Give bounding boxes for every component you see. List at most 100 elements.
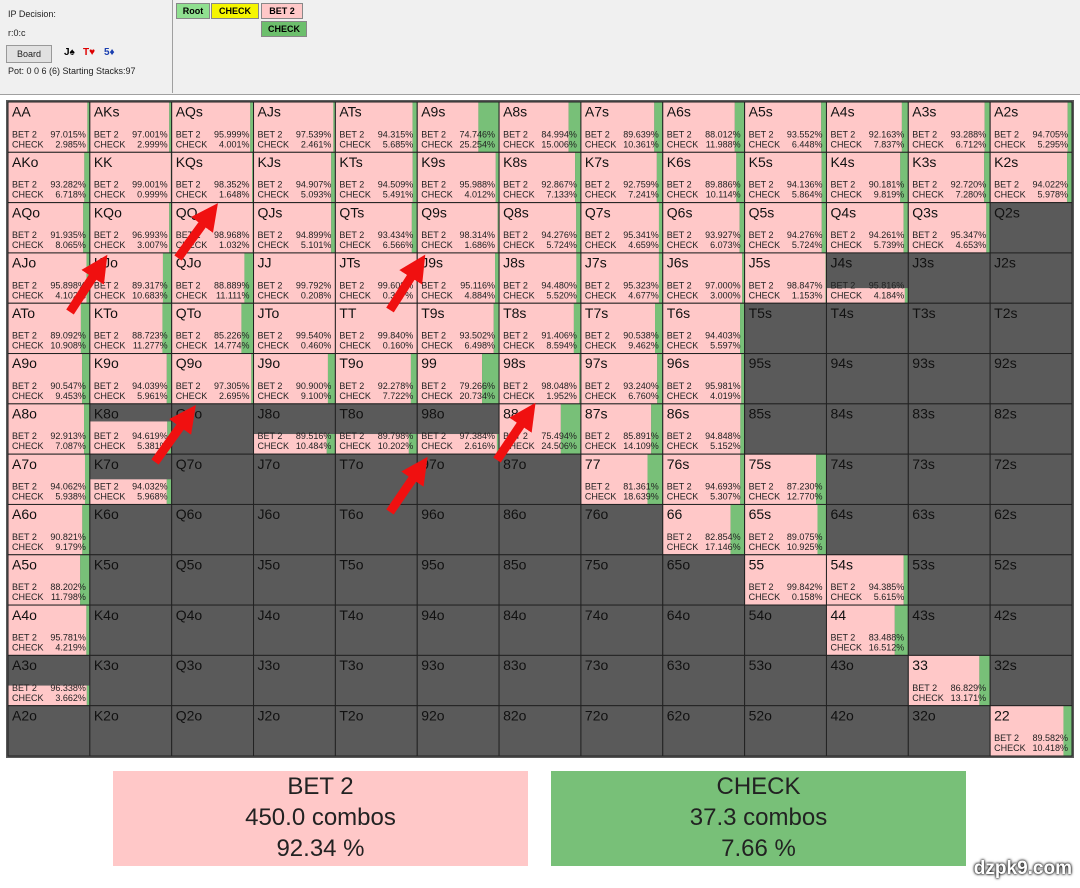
cell-bg: [253, 554, 336, 606]
bet-pct: 93.502%: [460, 331, 496, 341]
check-bar: [576, 202, 581, 253]
hand-label: J2o: [258, 707, 281, 723]
check-label: CHECK: [830, 139, 862, 149]
breadcrumb-button[interactable]: BET 2: [261, 3, 303, 19]
hand-label: 85s: [749, 406, 772, 422]
cell-bg: [826, 655, 909, 706]
bet-label: BET 2: [503, 381, 528, 391]
hand-label: T6o: [339, 506, 363, 522]
check-bar: [166, 353, 172, 404]
bet-bar: [8, 554, 81, 606]
check-pct: 7.837%: [874, 139, 905, 149]
check-pct: 2.985%: [55, 139, 86, 149]
check-bar: [658, 202, 663, 253]
hand-label: 73s: [912, 456, 935, 472]
check-label: CHECK: [94, 492, 126, 502]
bet-bar: [253, 102, 334, 153]
bet-pct: 95.999%: [214, 129, 250, 139]
bet-bar: [499, 353, 580, 404]
hand-label: A8o: [12, 406, 37, 422]
hand-label: 83o: [503, 657, 527, 673]
check-bar: [166, 479, 172, 505]
bet-label: BET 2: [749, 280, 774, 290]
check-pct: 24.506%: [541, 441, 577, 451]
check-pct: 9.462%: [628, 341, 659, 351]
bet-pct: 94.705%: [1032, 129, 1068, 139]
check-label: CHECK: [503, 341, 535, 351]
check-label: CHECK: [585, 190, 617, 200]
cell-bg: [826, 353, 909, 404]
check-bar: [495, 252, 500, 304]
bet-bar: [171, 353, 252, 404]
check-pct: 1.648%: [219, 190, 250, 200]
bet-pct: 94.315%: [378, 129, 414, 139]
bet-bar: [499, 102, 569, 153]
check-label: CHECK: [94, 139, 126, 149]
check-pct: 6.566%: [383, 240, 414, 250]
bet-label: BET 2: [585, 180, 610, 190]
bet-pct: 95.341%: [623, 230, 659, 240]
bet-pct: 98.314%: [460, 230, 496, 240]
hand-label: JTo: [258, 305, 280, 321]
check-pct: 3.007%: [137, 240, 168, 250]
bet-pct: 92.720%: [951, 180, 987, 190]
cell-bg: [744, 353, 827, 404]
hand-label: T9s: [421, 305, 444, 321]
check-pct: 0.208%: [301, 290, 332, 300]
hand-label: T2s: [994, 305, 1017, 321]
hand-label: 66: [667, 506, 683, 522]
bet-pct: 95.816%: [869, 280, 905, 290]
bet-pct: 94.261%: [869, 230, 905, 240]
check-bar: [579, 353, 581, 404]
cell-bg: [253, 655, 336, 706]
bet-pct: 97.015%: [50, 129, 86, 139]
bet-pct: 95.898%: [50, 280, 86, 290]
check-label: CHECK: [258, 441, 290, 451]
breadcrumb-button[interactable]: Root: [176, 3, 210, 19]
check-pct: 18.639%: [623, 492, 659, 502]
check-bar: [903, 554, 909, 606]
bet-bar: [417, 102, 479, 153]
cell-bg: [826, 504, 909, 555]
breadcrumb-button[interactable]: CHECK: [211, 3, 259, 19]
check-pct: 2.695%: [219, 391, 250, 401]
hand-label: T3s: [912, 305, 935, 321]
bet-bar: [417, 303, 494, 354]
hand-label: AKo: [12, 154, 39, 170]
bet-pct: 94.619%: [132, 431, 168, 441]
hand-label: T5o: [339, 556, 363, 572]
bet-pct: 89.516%: [296, 431, 332, 441]
check-pct: 4.001%: [219, 139, 250, 149]
bet-bar: [908, 102, 985, 153]
check-label: CHECK: [258, 290, 290, 300]
bet-label: BET 2: [176, 180, 201, 190]
bet-pct: 94.480%: [541, 280, 577, 290]
board-button[interactable]: Board: [6, 45, 52, 63]
cell-bg: [990, 554, 1072, 606]
check-bar: [410, 353, 418, 404]
check-pct: 6.448%: [792, 139, 823, 149]
bet-bar: [662, 454, 741, 505]
hand-label: 99: [421, 355, 437, 371]
hand-label: Q7s: [585, 204, 611, 220]
hand-label: 42s: [994, 607, 1017, 623]
check-bar: [84, 403, 90, 455]
option-button[interactable]: CHECK: [261, 21, 307, 37]
check-label: CHECK: [503, 240, 535, 250]
hand-label: 96o: [421, 506, 445, 522]
hand-label: Q2o: [176, 707, 203, 723]
bet-label: BET 2: [749, 482, 774, 492]
bet-bar: [826, 102, 902, 153]
bet-label: BET 2: [339, 331, 364, 341]
bet-pct: 75.494%: [541, 431, 577, 441]
cell-bg: [990, 202, 1072, 253]
hand-label: K5o: [94, 556, 119, 572]
bet-bar: [89, 202, 170, 253]
check-pct: 25.254%: [460, 139, 496, 149]
bet-pct: 91.406%: [541, 331, 577, 341]
hand-label: 33: [912, 657, 928, 673]
hand-label: J8s: [503, 255, 525, 271]
hand-label: 85o: [503, 556, 527, 572]
hand-label: KJs: [258, 154, 281, 170]
bet-label: BET 2: [339, 280, 364, 290]
